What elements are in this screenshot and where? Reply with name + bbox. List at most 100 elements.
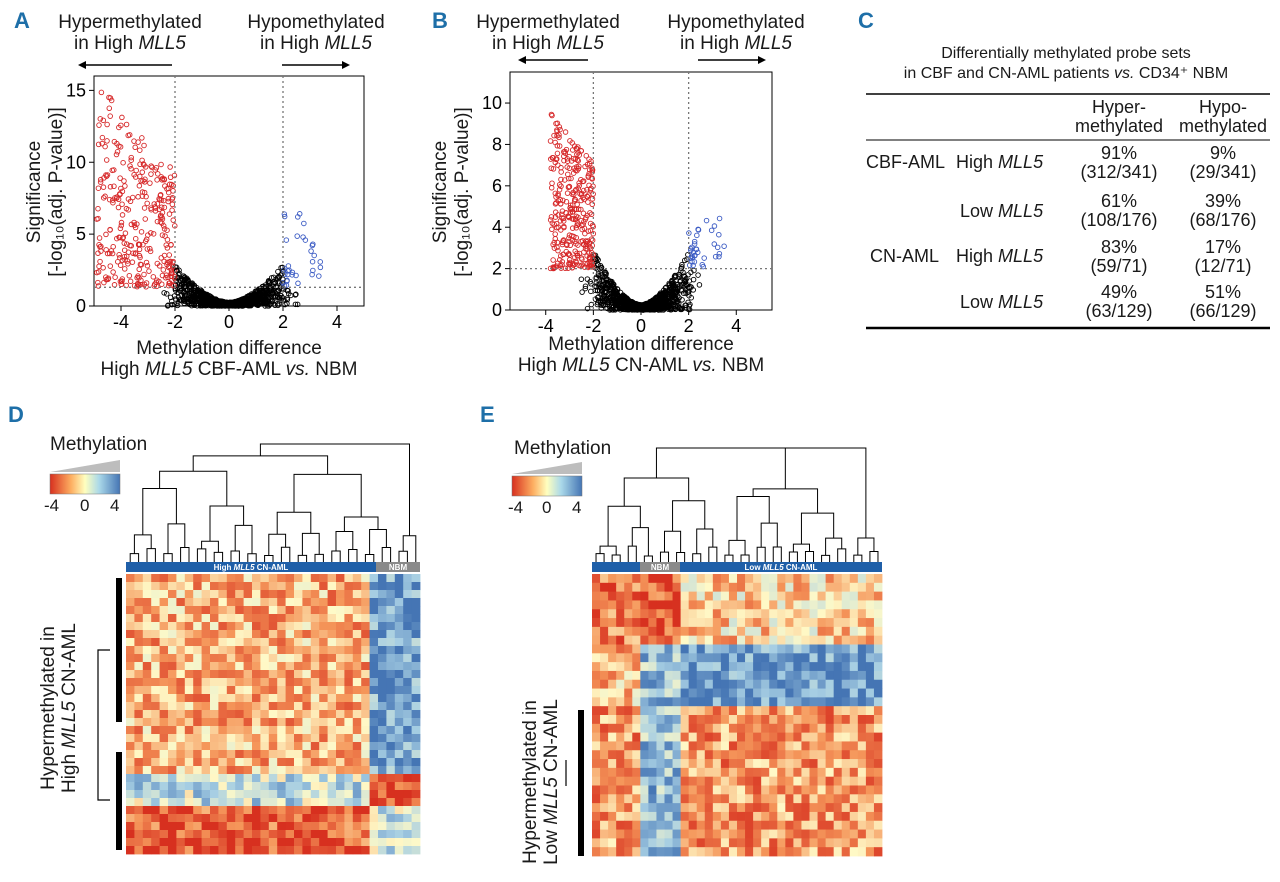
heatmap-cell [202, 582, 211, 590]
heatmap-cell [336, 702, 345, 710]
heatmap-cell [286, 790, 295, 798]
heatmap-cell [202, 670, 211, 678]
heatmap-cell [168, 814, 177, 822]
heatmap-cell [386, 694, 395, 702]
heatmap-cell [753, 697, 761, 706]
heatmap-cell [721, 706, 729, 715]
heatmap-cell [761, 662, 769, 671]
heatmap-cell [729, 653, 737, 662]
heatmap-cell [745, 618, 753, 627]
heatmap-cell [810, 733, 818, 742]
heatmap-cell [210, 598, 219, 606]
heatmap-cell [826, 618, 834, 627]
heatmap-cell [874, 609, 882, 618]
heatmap-cell [729, 689, 737, 698]
heatmap-cell [336, 694, 345, 702]
heatmap-cell [753, 680, 761, 689]
heatmap-cell [681, 689, 689, 698]
heatmap-cell [592, 680, 600, 689]
dendrogram-branch [822, 555, 830, 562]
heatmap-cell [729, 724, 737, 733]
heatmap-cell [600, 583, 608, 592]
heatmap-cell [842, 671, 850, 680]
heatmap-cell [260, 606, 269, 614]
heatmap-cell [252, 806, 261, 814]
heatmap-cell [277, 814, 286, 822]
heatmap-cell [648, 600, 656, 609]
heatmap-cell [227, 734, 236, 742]
heatmap-cell [850, 592, 858, 601]
heatmap-cell [286, 614, 295, 622]
heatmap-cell [252, 822, 261, 830]
heatmap-cell [151, 678, 160, 686]
heatmap-cell [777, 689, 785, 698]
heatmap-cell [697, 609, 705, 618]
heatmap-cell [673, 600, 681, 609]
heatmap-cell [721, 645, 729, 654]
heatmap-cell [705, 715, 713, 724]
heatmap-cell [721, 618, 729, 627]
heatmap-cell [386, 638, 395, 646]
data-point [549, 186, 554, 191]
heatmap-cell [378, 686, 387, 694]
heatmap-cell [640, 627, 648, 636]
heatmap-cell [592, 618, 600, 627]
heatmap-cell [185, 686, 194, 694]
dendrogram-branch [773, 547, 781, 562]
heatmap-cell [302, 774, 311, 782]
heatmap-cell [850, 715, 858, 724]
heatmap-cell [294, 686, 303, 694]
heatmap-cell [260, 670, 269, 678]
x-tick-label: -4 [538, 316, 554, 336]
data-point [550, 227, 555, 232]
heatmap-cell [227, 726, 236, 734]
heatmap-cell [286, 638, 295, 646]
heatmap-cell [361, 790, 370, 798]
heatmap-cell [640, 636, 648, 645]
heatmap-cell [386, 742, 395, 750]
heatmap-cell [193, 590, 202, 598]
heatmap-cell [336, 622, 345, 630]
heatmap-cell [160, 590, 169, 598]
heatmap-cell [252, 646, 261, 654]
heatmap-cell [134, 742, 143, 750]
heatmap-cell [185, 718, 194, 726]
heatmap-cell [689, 724, 697, 733]
heatmap-cell [761, 706, 769, 715]
heatmap-cell [745, 706, 753, 715]
heatmap-cell [681, 645, 689, 654]
heatmap-cell [210, 830, 219, 838]
heatmap-cell [218, 654, 227, 662]
heatmap-cell [277, 574, 286, 582]
heatmap-cell [210, 782, 219, 790]
heatmap-cell [277, 846, 286, 854]
heatmap-cell [801, 592, 809, 601]
heatmap-cell [793, 706, 801, 715]
heatmap-cell [412, 590, 421, 598]
dendrogram-branch [277, 512, 311, 534]
heatmap-cell [353, 798, 362, 806]
heatmap-cell [753, 733, 761, 742]
heatmap-cell [370, 814, 379, 822]
heatmap-cell [673, 671, 681, 680]
heatmap-cell [227, 806, 236, 814]
heatmap-cell [386, 622, 395, 630]
heatmap-cell [353, 838, 362, 846]
heatmap-cell [319, 654, 328, 662]
heatmap-cell [810, 697, 818, 706]
heatmap-cell [328, 734, 337, 742]
heatmap-cell [277, 750, 286, 758]
heatmap-cell [793, 653, 801, 662]
heatmap-cell [592, 697, 600, 706]
heatmap-cell [592, 715, 600, 724]
heatmap-cell [793, 733, 801, 742]
heatmap-cell [361, 686, 370, 694]
heatmap-cell [386, 838, 395, 846]
heatmap-cell [353, 606, 362, 614]
heatmap-cell [260, 590, 269, 598]
heatmap-cell [328, 702, 337, 710]
heatmap-cell [361, 614, 370, 622]
dendrogram-branch [608, 506, 640, 546]
heatmap-cell [745, 671, 753, 680]
heatmap-cell [168, 798, 177, 806]
